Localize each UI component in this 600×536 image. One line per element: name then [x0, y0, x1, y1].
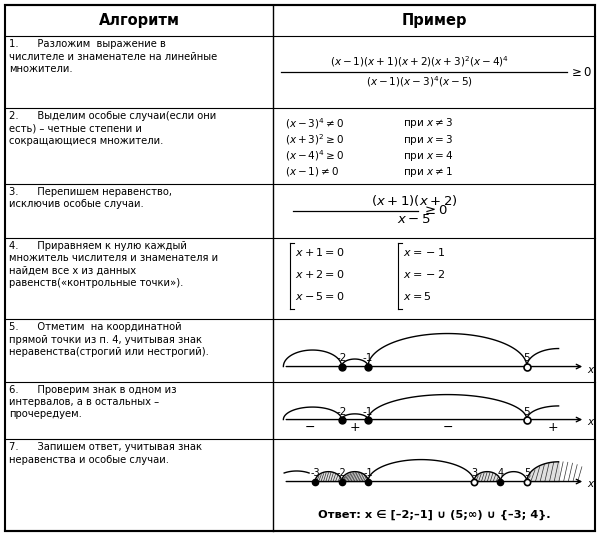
Text: $x = -2$: $x = -2$ [403, 268, 446, 280]
Text: $x - 5 = 0$: $x - 5 = 0$ [295, 291, 345, 302]
Text: $(x+1)(x+2)$: $(x+1)(x+2)$ [371, 192, 458, 207]
Text: +: + [548, 421, 559, 434]
Text: 4.      Приравняем к нулю каждый
множитель числителя и знаменателя и
найдем все : 4. Приравняем к нулю каждый множитель чи… [9, 241, 218, 288]
Text: +: + [350, 421, 360, 434]
Text: -3: -3 [310, 468, 320, 478]
Text: -2: -2 [337, 353, 347, 363]
Text: x: x [588, 417, 594, 427]
Text: $(x-3)^4 \neq 0$: $(x-3)^4 \neq 0$ [286, 116, 344, 131]
Text: 5: 5 [524, 407, 530, 417]
Text: -1: -1 [363, 353, 373, 363]
Text: при $x = 4$: при $x = 4$ [403, 148, 454, 162]
Text: $(x-1)(x-3)^4(x-5)$: $(x-1)(x-3)^4(x-5)$ [366, 75, 473, 90]
Text: $x - 5$: $x - 5$ [397, 213, 431, 226]
Text: при $x \neq 1$: при $x \neq 1$ [403, 165, 454, 178]
Text: $\geq 0$: $\geq 0$ [422, 204, 448, 217]
Text: 4: 4 [497, 468, 503, 478]
Text: -2: -2 [337, 468, 346, 478]
Text: $x = 5$: $x = 5$ [403, 291, 432, 302]
Text: 5.      Отметим  на координатной
прямой точки из п. 4, учитывая знак
неравенства: 5. Отметим на координатной прямой точки … [9, 323, 209, 357]
Text: -1: -1 [363, 407, 373, 417]
Text: 5: 5 [524, 353, 530, 363]
Text: -2: -2 [337, 407, 347, 417]
Text: 3.      Перепишем неравенство,
исключив особые случаи.: 3. Перепишем неравенство, исключив особы… [9, 187, 172, 209]
Text: x: x [588, 479, 594, 489]
Text: Ответ: x ∈ [–2;–1] ∪ (5;∞) ∪ {–3; 4}.: Ответ: x ∈ [–2;–1] ∪ (5;∞) ∪ {–3; 4}. [318, 509, 551, 519]
Text: $(x-1)(x+1)(x+2)(x+3)^2(x-4)^4$: $(x-1)(x+1)(x+2)(x+3)^2(x-4)^4$ [329, 55, 509, 70]
Text: −: − [442, 421, 453, 434]
Text: 1.      Разложим  выражение в
числителе и знаменателе на линейные
множители.: 1. Разложим выражение в числителе и знам… [9, 40, 217, 75]
Text: $\geq 0$: $\geq 0$ [569, 66, 592, 79]
Text: $x + 1 = 0$: $x + 1 = 0$ [295, 245, 345, 257]
Text: −: − [305, 421, 315, 434]
Text: при $x \neq 3$: при $x \neq 3$ [403, 116, 454, 130]
Text: $(x-4)^4 \geq 0$: $(x-4)^4 \geq 0$ [286, 148, 344, 163]
Text: $x + 2 = 0$: $x + 2 = 0$ [295, 268, 345, 280]
Text: 3: 3 [471, 468, 477, 478]
Text: 7.      Запишем ответ, учитывая знак
неравенства и особые случаи.: 7. Запишем ответ, учитывая знак неравенс… [9, 442, 202, 465]
Text: -1: -1 [363, 468, 373, 478]
Text: $(x+3)^2 \geq 0$: $(x+3)^2 \geq 0$ [286, 132, 344, 147]
Text: x: x [588, 364, 594, 375]
Text: 2.      Выделим особые случаи(если они
есть) – четные степени и
сокращающиеся мн: 2. Выделим особые случаи(если они есть) … [9, 111, 216, 146]
Text: 5: 5 [524, 468, 530, 478]
Text: при $x = 3$: при $x = 3$ [403, 132, 454, 146]
Text: Пример: Пример [401, 13, 467, 28]
Text: $(x-1) \neq 0\;$: $(x-1) \neq 0\;$ [286, 165, 340, 177]
Text: 6.      Проверим знак в одном из
интервалов, а в остальных –
прочередуем.: 6. Проверим знак в одном из интервалов, … [9, 385, 176, 420]
Text: Алгоритм: Алгоритм [99, 13, 180, 28]
Text: $x = -1$: $x = -1$ [403, 245, 446, 257]
